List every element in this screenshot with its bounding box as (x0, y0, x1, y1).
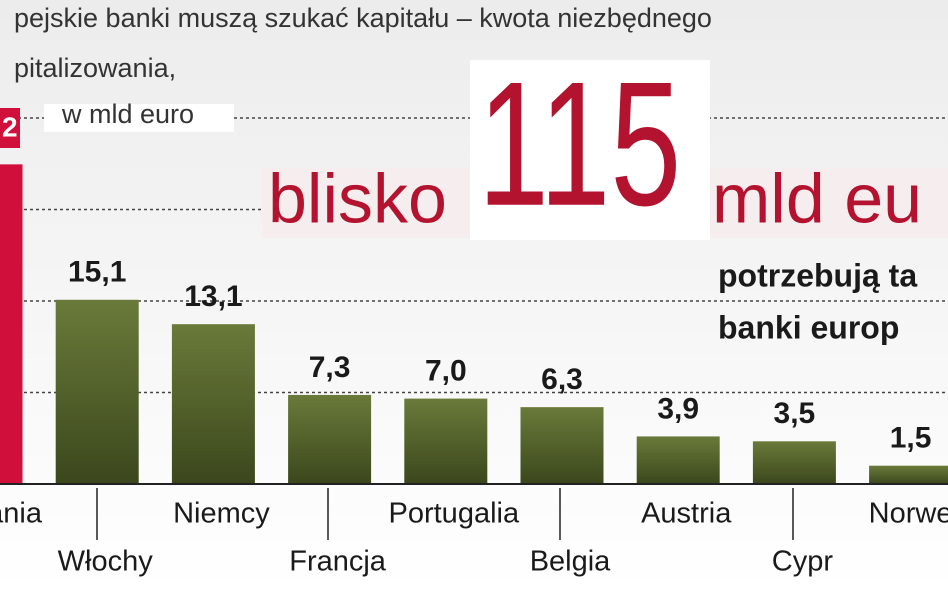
x-tick-label: Norweg (869, 498, 948, 530)
value-label: 3,9 (657, 392, 699, 425)
bar (288, 394, 372, 484)
bar (869, 465, 948, 484)
value-label: 15,1 (68, 256, 126, 289)
annotation-number: 115 (478, 44, 681, 243)
x-tick-label: pania (0, 498, 43, 530)
x-tick-label: Francja (289, 546, 387, 578)
cut-label: 2 (2, 111, 18, 142)
bar (0, 164, 23, 485)
x-tick-label: Niemcy (173, 498, 270, 530)
title-line: pitalizowania, (14, 53, 176, 83)
bar (55, 299, 139, 484)
annotation-note: potrzebują ta (718, 257, 917, 293)
cut-label-bg (0, 108, 20, 148)
bar (171, 324, 255, 484)
x-tick-label: Portugalia (389, 498, 520, 530)
number-bg (470, 60, 710, 240)
bar (404, 398, 488, 484)
value-label: 1,5 (890, 422, 932, 455)
bar (520, 407, 604, 484)
bar (752, 441, 836, 484)
bar (636, 436, 720, 484)
value-label: 7,3 (309, 351, 351, 384)
x-tick-label: Cypr (772, 546, 834, 578)
label-bg (44, 104, 234, 132)
annotation-prefix: blisko (268, 159, 447, 237)
value-label: 3,5 (774, 397, 816, 430)
value-label: 6,3 (541, 363, 583, 396)
value-label: 7,0 (425, 355, 467, 388)
annotation-unit: mld eu (712, 159, 922, 237)
x-tick-label: Włochy (58, 546, 154, 578)
annotation-note: banki europ (718, 309, 899, 345)
value-label: 13,1 (184, 280, 242, 313)
x-tick-label: Belgia (530, 546, 611, 578)
title-line: pejskie banki muszą szukać kapitału – kw… (14, 3, 712, 33)
title-line: w mld euro (61, 99, 194, 129)
separators (96, 488, 794, 540)
x-tick-label: Austria (641, 498, 732, 530)
